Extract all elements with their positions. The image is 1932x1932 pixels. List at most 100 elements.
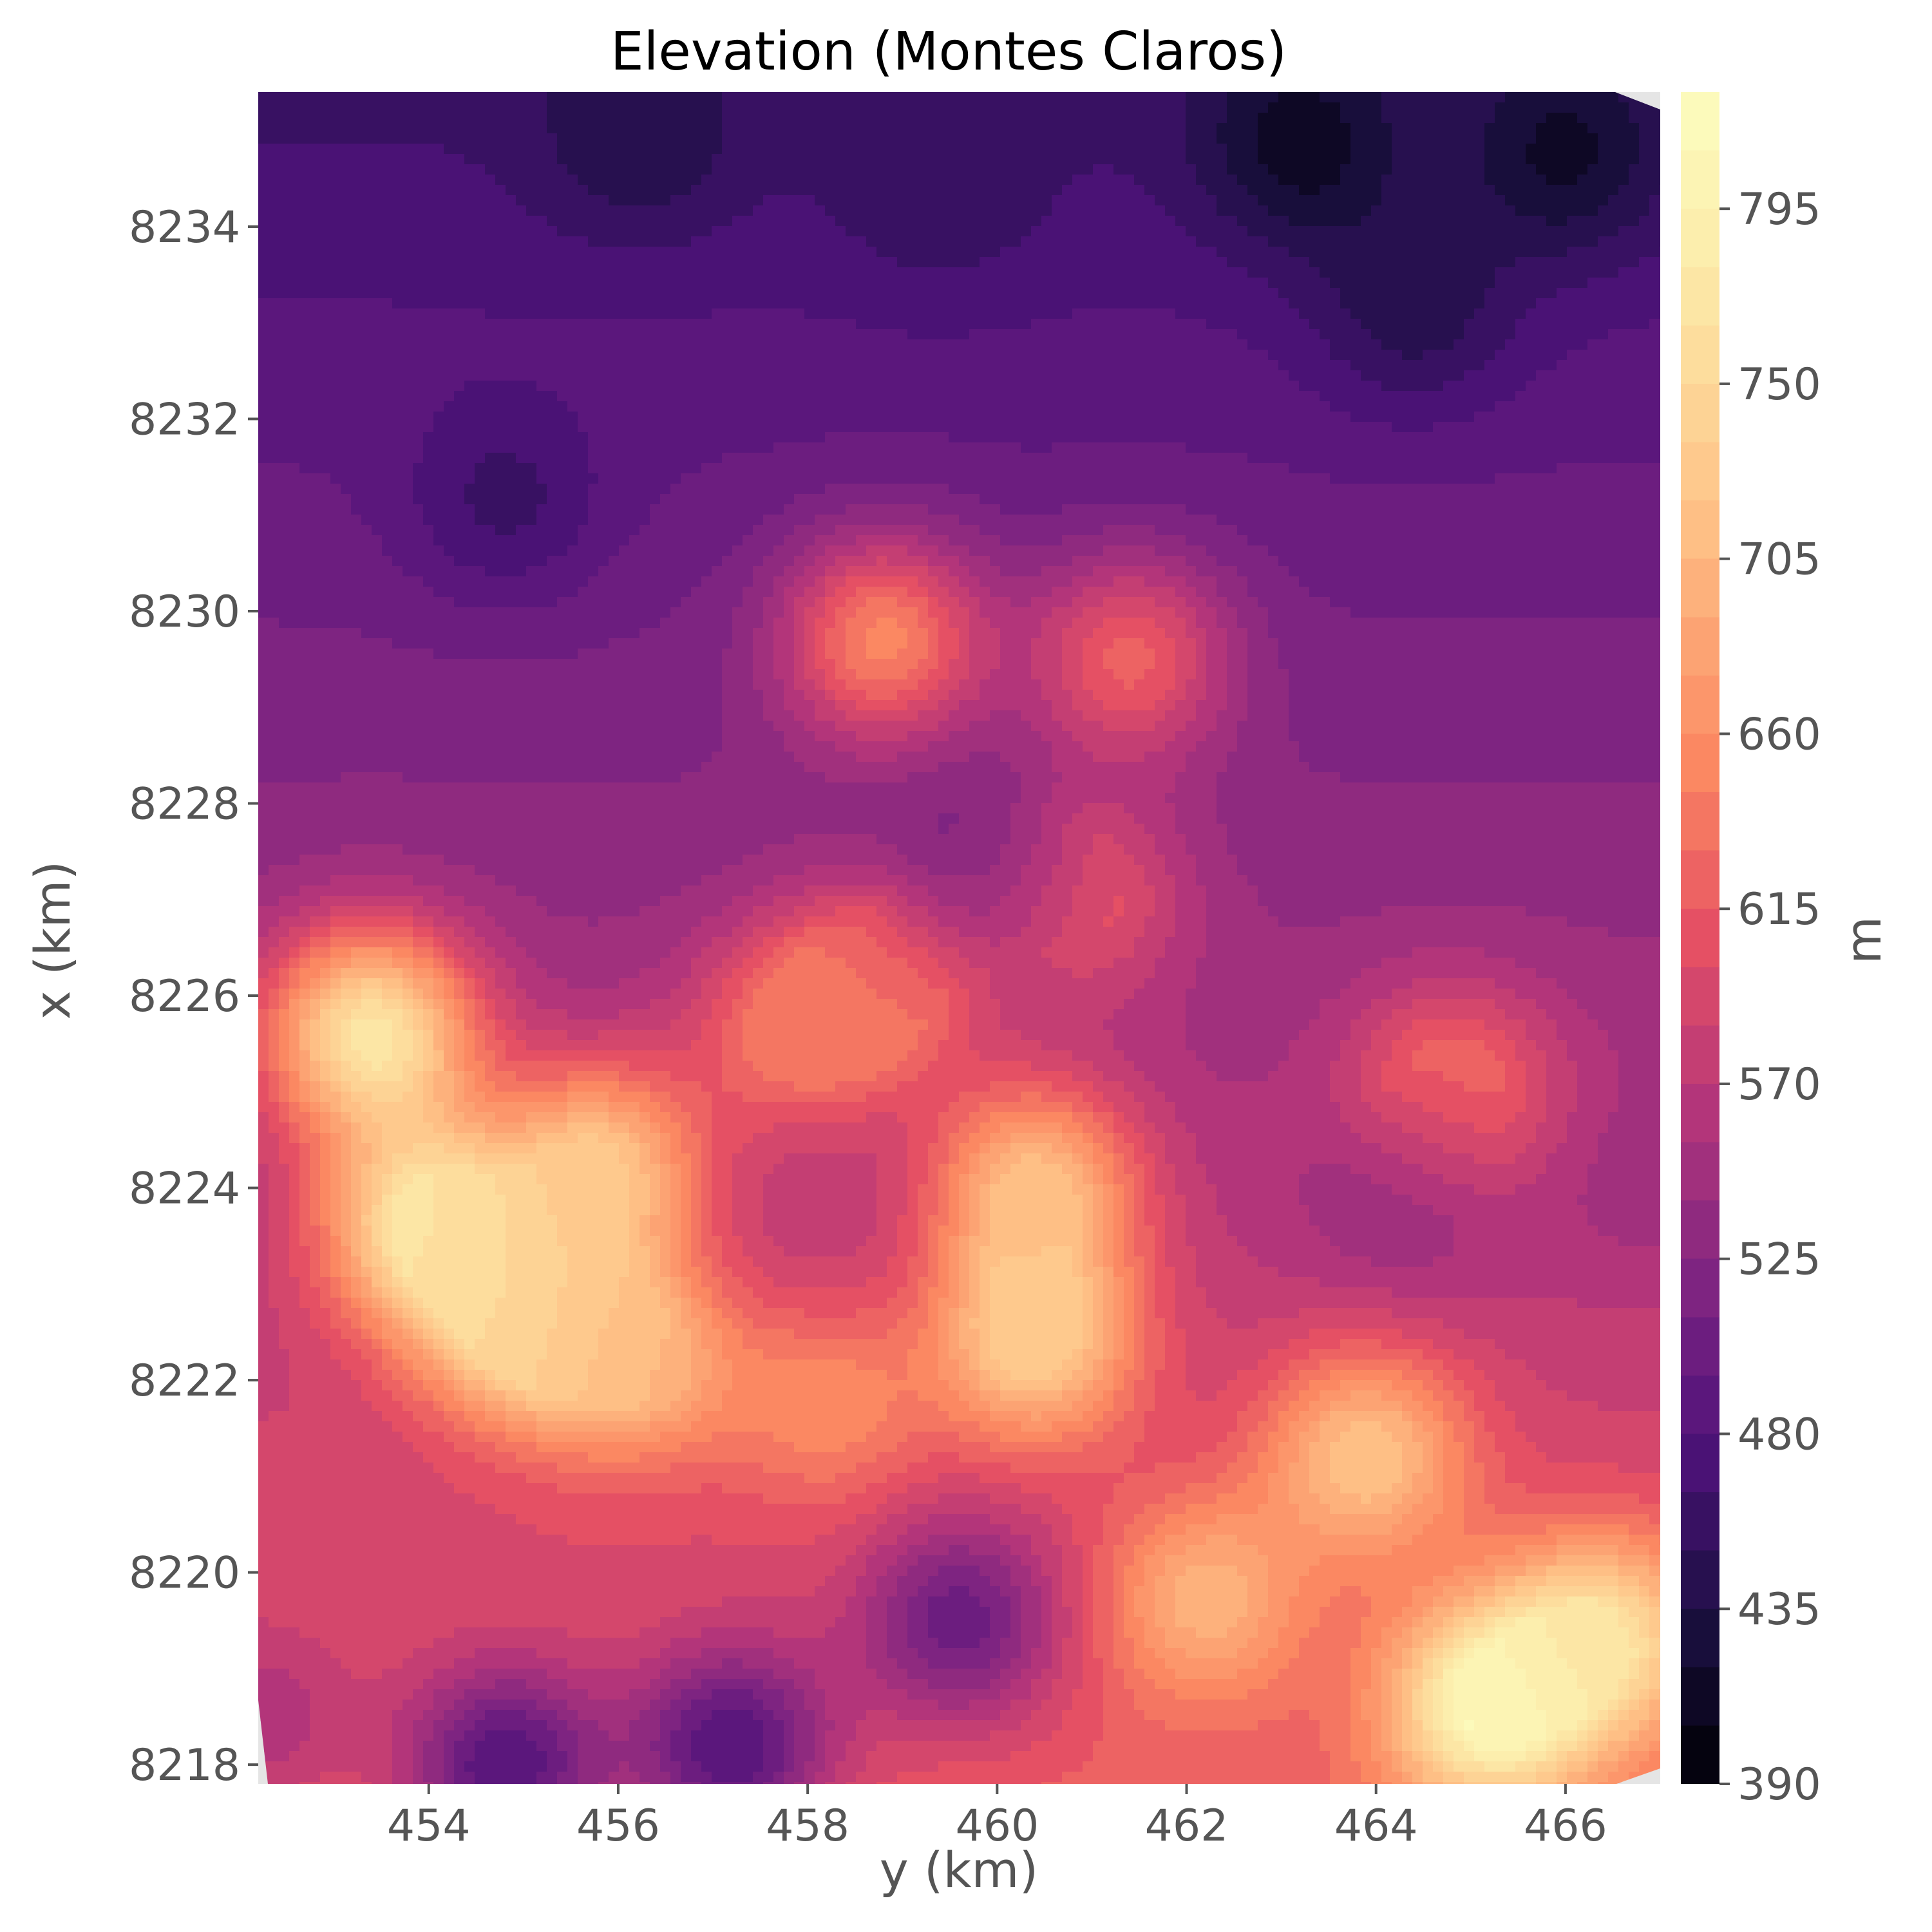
heatmap-cell bbox=[918, 195, 929, 206]
heatmap-cell bbox=[619, 195, 630, 206]
heatmap-cell bbox=[1361, 154, 1372, 165]
heatmap-cell bbox=[773, 236, 784, 247]
heatmap-cell bbox=[444, 247, 455, 258]
heatmap-cell bbox=[650, 453, 661, 464]
heatmap-cell bbox=[1639, 216, 1650, 227]
heatmap-cell bbox=[1247, 216, 1258, 227]
heatmap-cell bbox=[413, 329, 424, 340]
heatmap-cell bbox=[876, 133, 887, 144]
heatmap-cell bbox=[402, 247, 413, 258]
heatmap-cell bbox=[866, 391, 877, 402]
heatmap-cell bbox=[320, 92, 331, 103]
heatmap-cell bbox=[1103, 113, 1114, 124]
heatmap-cell bbox=[1186, 339, 1197, 350]
heatmap-cell bbox=[753, 267, 764, 278]
heatmap-cell bbox=[1505, 247, 1516, 258]
heatmap-cell bbox=[763, 236, 774, 247]
heatmap-cell bbox=[1268, 102, 1279, 113]
heatmap-cell bbox=[1072, 412, 1083, 422]
heatmap-cell bbox=[547, 308, 558, 319]
heatmap-cell bbox=[413, 133, 424, 144]
heatmap-cell bbox=[598, 123, 609, 134]
heatmap-cell bbox=[835, 113, 846, 124]
heatmap-cell bbox=[866, 154, 877, 165]
heatmap-cell bbox=[320, 123, 331, 134]
heatmap-cell bbox=[1515, 113, 1526, 124]
heatmap-cell bbox=[722, 133, 733, 144]
heatmap-cell bbox=[1392, 391, 1403, 402]
heatmap-cell bbox=[1557, 226, 1567, 237]
heatmap-cell bbox=[423, 92, 434, 103]
heatmap-cell bbox=[341, 381, 352, 392]
heatmap-cell bbox=[402, 422, 413, 433]
heatmap-cell bbox=[1536, 185, 1547, 196]
heatmap-cell bbox=[804, 412, 815, 422]
heatmap-cell bbox=[547, 401, 558, 412]
heatmap-cell bbox=[856, 144, 867, 155]
heatmap-cell bbox=[516, 144, 527, 155]
heatmap-cell bbox=[959, 113, 970, 124]
heatmap-cell bbox=[392, 278, 403, 289]
heatmap-cell bbox=[1041, 226, 1052, 237]
heatmap-cell bbox=[1278, 350, 1289, 361]
heatmap-cell bbox=[1598, 236, 1609, 247]
heatmap-cell bbox=[743, 463, 753, 474]
heatmap-cell bbox=[763, 370, 774, 381]
heatmap-cell bbox=[1113, 164, 1124, 175]
heatmap-cell bbox=[506, 278, 516, 289]
heatmap-cell bbox=[1083, 236, 1094, 247]
heatmap-cell bbox=[619, 144, 630, 155]
heatmap-cell bbox=[506, 463, 516, 474]
heatmap-cell bbox=[1350, 412, 1361, 422]
heatmap-cell bbox=[743, 113, 753, 124]
heatmap-cell bbox=[1247, 381, 1258, 392]
heatmap-cell bbox=[1618, 154, 1629, 165]
heatmap-cell bbox=[1454, 319, 1464, 330]
heatmap-cell bbox=[1536, 267, 1547, 278]
heatmap-cell bbox=[743, 339, 753, 350]
heatmap-cell bbox=[959, 401, 970, 412]
heatmap-cell bbox=[835, 102, 846, 113]
heatmap-cell bbox=[1392, 432, 1403, 443]
heatmap-cell bbox=[1608, 278, 1619, 289]
heatmap-cell bbox=[506, 442, 516, 453]
heatmap-cell bbox=[1423, 144, 1434, 155]
heatmap-cell bbox=[588, 308, 599, 319]
heatmap-cell bbox=[1175, 113, 1186, 124]
heatmap-cell bbox=[753, 226, 764, 237]
heatmap-cell bbox=[815, 422, 826, 433]
heatmap-cell bbox=[1577, 278, 1588, 289]
heatmap-cell bbox=[1618, 412, 1629, 422]
heatmap-cell bbox=[1072, 164, 1083, 175]
heatmap-cell bbox=[547, 195, 558, 206]
heatmap-cell bbox=[1371, 422, 1382, 433]
heatmap-cell bbox=[392, 205, 403, 216]
heatmap-cell bbox=[1031, 236, 1042, 247]
heatmap-cell bbox=[1464, 360, 1475, 371]
heatmap-cell bbox=[1454, 102, 1464, 113]
heatmap-cell bbox=[526, 308, 537, 319]
heatmap-cell bbox=[1309, 370, 1320, 381]
heatmap-cell bbox=[567, 236, 578, 247]
heatmap-cell bbox=[1237, 329, 1248, 340]
heatmap-cell bbox=[959, 236, 970, 247]
heatmap-cell bbox=[1237, 278, 1248, 289]
heatmap-cell bbox=[1608, 92, 1619, 103]
heatmap-cell bbox=[1443, 123, 1454, 134]
heatmap-cell bbox=[1557, 102, 1567, 113]
heatmap-cell bbox=[846, 360, 857, 371]
heatmap-cell bbox=[1155, 144, 1166, 155]
heatmap-cell bbox=[1247, 442, 1258, 453]
heatmap-cell bbox=[619, 164, 630, 175]
heatmap-cell bbox=[1206, 133, 1217, 144]
heatmap-cell bbox=[433, 401, 444, 412]
heatmap-cell bbox=[1124, 113, 1135, 124]
heatmap-cell bbox=[938, 412, 949, 422]
heatmap-cell bbox=[629, 432, 640, 443]
heatmap-cell bbox=[1505, 195, 1516, 206]
heatmap-cell bbox=[433, 154, 444, 165]
heatmap-cell bbox=[1660, 113, 1671, 124]
heatmap-cell bbox=[1423, 278, 1434, 289]
heatmap-cell bbox=[1093, 422, 1104, 433]
heatmap-cell bbox=[1144, 113, 1155, 124]
